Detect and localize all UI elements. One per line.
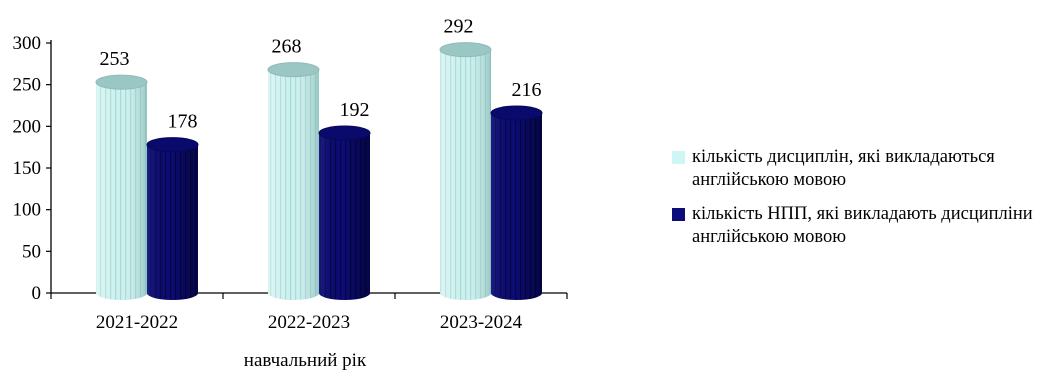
bar-top: [318, 125, 371, 141]
bar-disciplines: [267, 62, 320, 301]
bar-top: [267, 62, 320, 78]
bar-teachers: [490, 105, 543, 300]
y-tick-label: 200: [13, 116, 42, 137]
legend: кількість дисциплін, які викладаються ан…: [672, 146, 1037, 260]
x-tick-label: 2022-2023: [268, 312, 350, 333]
legend-label-teachers: кількість НПП, які викладають дисципліни…: [692, 204, 1033, 247]
bar-top: [146, 137, 199, 153]
data-label: 268: [272, 36, 302, 58]
x-tick-label: 2023-2024: [440, 312, 523, 333]
bar-teachers: [146, 137, 199, 300]
bars: [95, 42, 543, 301]
legend-item-disciplines: кількість дисциплін, які викладаються ан…: [672, 146, 1037, 192]
bar-shading: [96, 82, 147, 301]
bar-shading: [319, 133, 370, 300]
y-tick-label: 100: [13, 200, 42, 221]
bar-teachers: [318, 125, 371, 300]
data-label: 292: [444, 16, 474, 38]
bar-shading: [491, 113, 542, 300]
legend-swatch-disciplines: [672, 151, 685, 164]
bar-top: [95, 74, 148, 90]
bar-top: [490, 105, 543, 121]
y-tick-label: 300: [13, 33, 42, 54]
bar-top: [439, 42, 492, 58]
axes: 0 50 100 150 200 250 300: [13, 33, 568, 304]
x-axis-title: навчальний рік: [244, 350, 367, 371]
bar-shading: [440, 49, 491, 300]
data-label: 178: [168, 111, 198, 133]
data-label: 192: [340, 99, 370, 121]
data-label: 253: [100, 48, 130, 70]
legend-label-disciplines: кількість дисциплін, які викладаються ан…: [692, 147, 995, 190]
y-tick-label: 250: [13, 75, 42, 96]
bar-shading: [268, 69, 319, 301]
bar-disciplines: [95, 74, 148, 301]
x-tick-label: 2021-2022: [96, 312, 178, 333]
legend-item-teachers: кількість НПП, які викладають дисципліни…: [672, 203, 1037, 249]
legend-swatch-teachers: [672, 208, 685, 221]
y-tick-label: 0: [32, 283, 42, 304]
labels: 2021-2022 2022-2023 2023-2024 253 178 268 192 2…: [96, 16, 542, 333]
data-label: 216: [512, 79, 542, 101]
bar-disciplines: [439, 42, 492, 300]
bar-shading: [147, 144, 198, 300]
y-tick-label: 50: [22, 241, 41, 262]
y-tick-label: 150: [13, 158, 42, 179]
